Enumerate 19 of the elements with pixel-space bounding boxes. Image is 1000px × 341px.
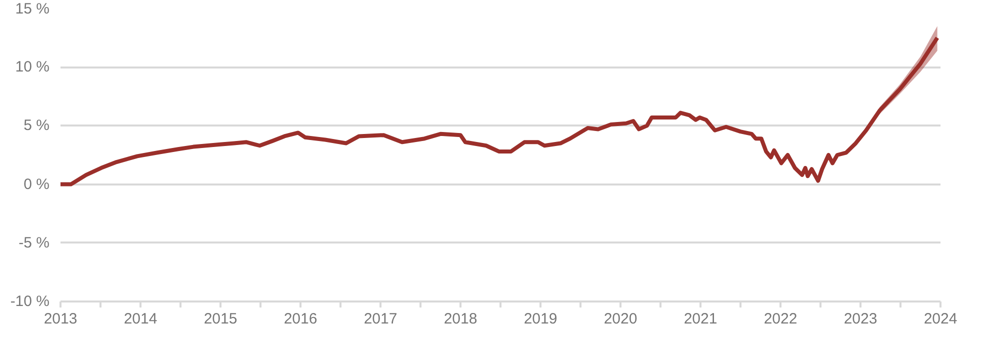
x-tick-label: 2022 — [764, 310, 798, 328]
x-tick-label: 2020 — [604, 310, 638, 328]
x-tick-label: 2017 — [364, 310, 398, 328]
x-tick-label: 2016 — [284, 310, 318, 328]
y-tick-label: 0 % — [24, 176, 50, 193]
y-tick-label: -5 % — [18, 234, 50, 252]
y-tick-label: 5 % — [24, 117, 50, 134]
y-tick-label: 15 % — [15, 0, 50, 18]
x-tick-label: 2015 — [204, 310, 238, 328]
x-tick-label: 2018 — [444, 310, 478, 328]
x-tick-label: 2014 — [124, 310, 158, 328]
x-tick-label: 2023 — [844, 310, 878, 328]
x-tick-label: 2019 — [524, 310, 558, 328]
y-tick-label: -10 % — [10, 293, 50, 310]
y-tick-label: 10 % — [15, 58, 50, 76]
x-tick-label: 2024 — [924, 310, 958, 328]
x-tick-label: 2021 — [684, 310, 718, 328]
line-series — [60, 36, 940, 186]
x-tick-label: 2013 — [44, 310, 78, 328]
